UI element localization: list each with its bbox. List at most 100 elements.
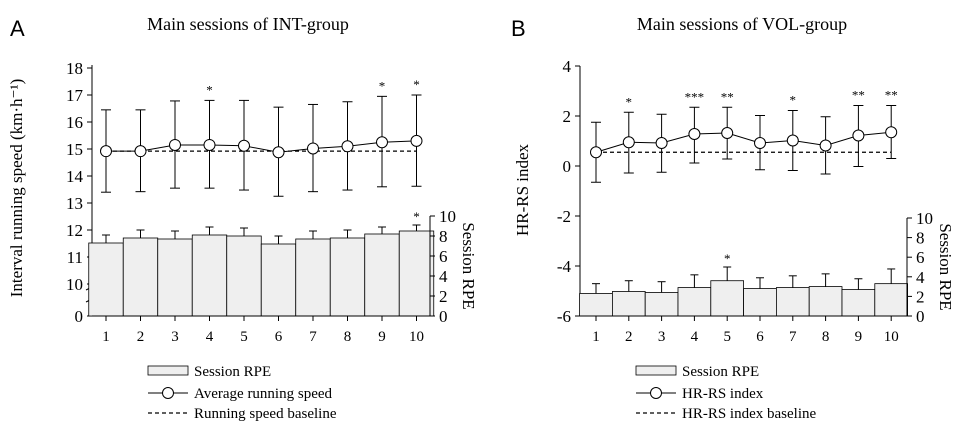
left-tick-label: 0	[75, 307, 84, 326]
significance-marker: *	[626, 94, 633, 109]
significance-marker: *	[206, 82, 213, 97]
x-tick-label: 5	[240, 329, 248, 345]
significance-marker: **	[885, 88, 898, 103]
rpe-bar	[398, 230, 435, 317]
x-tick-label: 4	[691, 329, 699, 345]
x-tick-label: 6	[275, 329, 283, 345]
significance-marker: *	[413, 77, 420, 92]
panel-b-letter: B	[511, 16, 526, 41]
right-tick-label: 10	[916, 209, 933, 228]
left-tick-label: 18	[66, 59, 83, 78]
mean-point	[590, 146, 602, 159]
right-tick-label: 8	[439, 227, 448, 246]
mean-point	[100, 145, 112, 158]
rpe-bar	[644, 292, 679, 317]
mean-point	[272, 146, 285, 159]
x-tick-label: 7	[309, 329, 317, 345]
panel-a: A Main sessions of INT-group 18171615141…	[7, 14, 478, 422]
right-tick-label: 10	[439, 207, 456, 226]
right-tick-label: 0	[439, 307, 448, 326]
x-tick-label: 4	[206, 329, 214, 345]
rpe-bar	[776, 287, 810, 317]
right-tick-label: 8	[916, 229, 925, 248]
x-tick-label: 7	[789, 329, 797, 345]
mean-point	[410, 134, 423, 147]
panel-a-letter: A	[10, 16, 25, 41]
mean-point	[721, 127, 734, 139]
rpe-bar	[579, 293, 613, 317]
rpe-bar	[710, 280, 744, 317]
significance-marker: *	[790, 93, 797, 108]
legend-circle-swatch	[162, 387, 174, 399]
legend-label: Session RPE	[682, 364, 759, 380]
x-tick-label: 8	[344, 329, 352, 345]
x-tick-label: 2	[137, 329, 145, 345]
x-tick-label: 9	[378, 329, 386, 345]
rpe-significance-marker: *	[413, 209, 420, 224]
mean-point	[376, 136, 388, 149]
significance-marker: **	[721, 89, 734, 104]
x-tick-label: 1	[592, 329, 600, 345]
rpe-bar	[808, 286, 843, 317]
significance-marker: **	[852, 88, 865, 103]
right-tick-label: 6	[916, 248, 925, 267]
left-tick-label: 17	[66, 86, 84, 105]
left-tick-label: 4	[563, 57, 572, 76]
mean-point	[885, 126, 898, 139]
rpe-bar	[226, 235, 262, 317]
left-axis-label: Interval running speed (km·h⁻¹)	[7, 79, 26, 297]
legend-bar-swatch	[147, 365, 189, 376]
rpe-bar	[329, 237, 366, 317]
rpe-bar	[612, 291, 646, 317]
mean-point	[786, 134, 799, 147]
legend-label: Running speed baseline	[194, 406, 337, 422]
legend-label: HR-RS index	[682, 386, 764, 402]
left-tick-label: 10	[66, 275, 83, 294]
left-tick-label: -4	[557, 257, 572, 276]
x-tick-label: 3	[171, 329, 179, 345]
significance-marker: ***	[685, 89, 705, 104]
x-tick-label: 9	[855, 329, 863, 345]
mean-point	[655, 137, 668, 149]
panel-b: B Main sessions of VOL-group 420-2-4-6HR…	[511, 14, 955, 422]
right-tick-label: 4	[916, 268, 925, 287]
mean-point	[203, 138, 216, 151]
left-tick-label: 0	[563, 157, 572, 176]
x-tick-label: 5	[723, 329, 731, 345]
rpe-bar	[364, 233, 400, 317]
mean-line	[106, 140, 417, 153]
mean-point	[754, 137, 766, 149]
right-tick-label: 2	[916, 287, 925, 306]
rpe-significance-marker: *	[724, 251, 731, 266]
left-tick-label: 14	[66, 167, 84, 186]
left-tick-label: 15	[66, 140, 83, 159]
rpe-bar	[677, 287, 712, 317]
mean-point	[307, 142, 319, 155]
mean-point	[238, 139, 250, 152]
mean-point	[622, 136, 635, 149]
x-tick-label: 10	[884, 329, 899, 345]
x-tick-label: 3	[658, 329, 666, 345]
legend-circle-swatch	[650, 387, 662, 399]
rpe-bar	[191, 234, 228, 317]
legend-label: HR-RS index baseline	[682, 406, 816, 422]
rpe-bar	[88, 242, 124, 317]
left-tick-label: 12	[66, 221, 83, 240]
rpe-bar	[295, 238, 331, 317]
right-tick-label: 0	[916, 307, 925, 326]
left-axis-label: HR-RS index	[513, 143, 532, 236]
mean-point	[134, 145, 147, 158]
rpe-bar	[874, 283, 908, 317]
mean-point	[341, 140, 354, 153]
legend-label: Session RPE	[194, 364, 271, 380]
rpe-bar	[157, 238, 193, 317]
right-tick-label: 4	[439, 267, 448, 286]
left-tick-label: 16	[66, 113, 83, 132]
x-tick-label: 2	[625, 329, 633, 345]
legend-label: Average running speed	[194, 386, 333, 402]
left-tick-label: -6	[557, 307, 571, 326]
rpe-bar	[260, 243, 297, 317]
mean-point	[819, 139, 832, 152]
right-tick-label: 6	[439, 247, 448, 266]
